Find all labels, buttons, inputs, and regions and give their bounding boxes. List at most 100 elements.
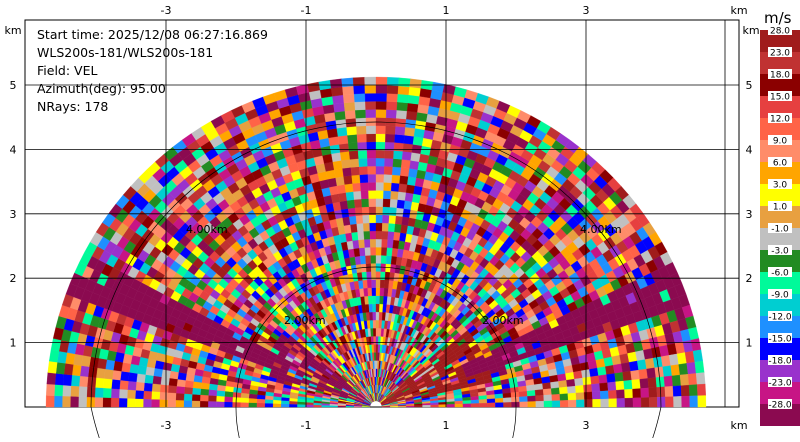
velocity-cell xyxy=(118,397,128,408)
velocity-cell xyxy=(398,77,411,88)
velocity-cell xyxy=(689,395,699,408)
velocity-cell xyxy=(551,394,561,402)
velocity-cell xyxy=(527,395,536,402)
velocity-cell xyxy=(347,134,358,144)
velocity-cell xyxy=(430,404,439,408)
y-tick-label-left: 3 xyxy=(10,208,17,221)
range-ring-lower xyxy=(511,406,517,442)
velocity-cell xyxy=(606,373,616,383)
velocity-cell xyxy=(681,395,690,408)
x-tick-label-bottom: -3 xyxy=(161,419,172,432)
velocity-cell xyxy=(363,287,369,297)
velocity-cell xyxy=(332,94,345,105)
velocity-cell xyxy=(375,76,388,86)
velocity-cell xyxy=(583,384,593,393)
velocity-cell xyxy=(394,134,405,144)
velocity-cell xyxy=(375,222,383,232)
velocity-cell xyxy=(663,375,674,387)
velocity-cell xyxy=(407,176,417,186)
velocity-cell xyxy=(70,374,81,387)
velocity-cell xyxy=(373,352,377,361)
velocity-cell xyxy=(86,396,95,408)
velocity-cell xyxy=(380,279,386,289)
y-tick-label-right: 2 xyxy=(746,272,753,285)
velocity-cell xyxy=(478,395,488,400)
velocity-cell xyxy=(359,174,369,183)
velocity-cell xyxy=(62,374,73,386)
velocity-cell xyxy=(110,388,120,399)
velocity-cell xyxy=(375,93,388,102)
velocity-cell xyxy=(79,365,90,377)
velocity-cell xyxy=(632,388,642,399)
x-tick-label-top: 3 xyxy=(583,4,590,17)
velocity-cell xyxy=(410,152,421,162)
velocity-cell xyxy=(364,93,377,102)
velocity-cell xyxy=(375,174,385,183)
velocity-cell xyxy=(126,398,136,408)
velocity-cell xyxy=(389,198,398,208)
velocity-cell xyxy=(370,255,377,264)
velocity-cell xyxy=(409,78,423,89)
velocity-cell xyxy=(208,389,218,396)
velocity-cell xyxy=(329,78,343,89)
velocity-cell xyxy=(404,126,416,137)
velocity-cell xyxy=(256,402,265,408)
velocity-cell xyxy=(199,394,209,402)
velocity-cell xyxy=(357,231,365,241)
velocity-cell xyxy=(382,198,391,208)
velocity-cell xyxy=(110,397,120,408)
velocity-cell xyxy=(373,344,377,353)
velocity-cell xyxy=(363,230,371,240)
velocity-cell xyxy=(95,377,105,389)
velocity-cell xyxy=(78,396,87,408)
velocity-cell xyxy=(386,93,399,103)
velocity-cell xyxy=(587,360,598,370)
colorbar-label: 6.0 xyxy=(773,159,788,169)
velocity-cell xyxy=(207,400,217,408)
velocity-cell xyxy=(592,399,601,408)
velocity-cell xyxy=(240,397,249,403)
velocity-cell xyxy=(183,400,193,408)
velocity-cell xyxy=(375,311,380,321)
velocity-cell xyxy=(664,386,674,398)
velocity-cell xyxy=(567,385,577,394)
velocity-cell xyxy=(386,85,399,95)
velocity-cell xyxy=(343,101,356,112)
velocity-cell xyxy=(495,402,504,408)
velocity-cell xyxy=(600,390,609,400)
velocity-cell xyxy=(614,372,624,382)
velocity-cell xyxy=(175,392,185,401)
velocity-cell xyxy=(70,396,79,408)
velocity-cell xyxy=(409,160,420,170)
velocity-cell xyxy=(589,367,599,378)
velocity-cell xyxy=(566,378,576,388)
velocity-cell xyxy=(127,389,136,399)
velocity-cell xyxy=(384,158,394,167)
velocity-cell xyxy=(373,336,377,345)
velocity-cell xyxy=(390,182,400,192)
velocity-cell xyxy=(446,404,456,408)
velocity-cell xyxy=(670,364,681,377)
colorbar: 28.0 23.0 18.0 15.0 12.0 9.0 6.0 3.0 1.0 -1.0 -3.0… xyxy=(760,25,800,426)
velocity-cell xyxy=(361,198,370,208)
range-ring-lower xyxy=(90,406,102,442)
velocity-cell xyxy=(640,387,650,398)
velocity-cell xyxy=(559,386,568,395)
colorbar-unit-label: m/s xyxy=(764,9,792,27)
velocity-cell xyxy=(549,374,559,383)
velocity-cell xyxy=(375,133,386,143)
velocity-cell xyxy=(695,372,706,385)
velocity-cell xyxy=(329,185,339,196)
velocity-cell xyxy=(70,385,80,397)
velocity-cell xyxy=(183,393,193,401)
velocity-cell xyxy=(248,402,257,408)
y-tick-label-right: 4 xyxy=(746,143,753,156)
velocity-cell xyxy=(395,207,405,217)
velocity-cell xyxy=(591,383,601,393)
colorbar-label: 15.0 xyxy=(770,93,790,103)
velocity-cell xyxy=(375,246,382,256)
velocity-cell xyxy=(346,126,358,136)
velocity-cell xyxy=(366,141,377,151)
x-tick-label-bottom: -1 xyxy=(301,419,312,432)
velocity-cell xyxy=(370,246,377,256)
